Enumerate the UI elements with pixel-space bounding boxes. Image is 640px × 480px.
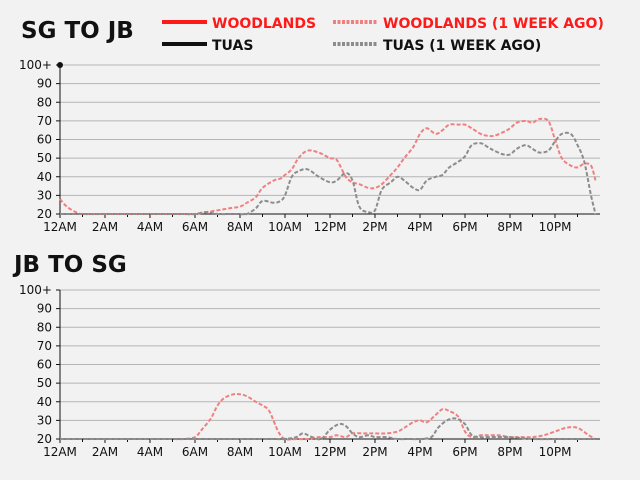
series-line-woodlands-1-week-ago [60, 392, 596, 441]
x-tick-label: 2AM [92, 445, 118, 459]
x-tick-label: 8AM [227, 220, 253, 234]
legend-label-tuas: TUAS [212, 38, 253, 54]
x-tick-label: 10AM [268, 445, 302, 459]
y-tick-label: 80 [37, 320, 52, 334]
y-tick-label: 50 [37, 151, 52, 165]
series-line-tuas-1-week-ago [60, 131, 597, 216]
x-tick-label: 12PM [314, 220, 347, 234]
x-tick-label: 4PM [407, 220, 432, 234]
legend-label-woodlands-1-week-ago: WOODLANDS (1 WEEK AGO) [383, 16, 604, 32]
x-tick-label: 12AM [43, 445, 77, 459]
x-tick-label: 2PM [362, 445, 387, 459]
x-tick-label: 2AM [92, 220, 118, 234]
x-tick-label: 4PM [407, 445, 432, 459]
x-tick-label: 6PM [452, 220, 477, 234]
plot-jb-to-sg: 20 30 40 50 60 70 80 90 100+ 12AM 2AM 4AM 6AM 8AM 10AM… [19, 283, 600, 459]
y-tick-label: 70 [37, 114, 52, 128]
y-tick-label: 60 [37, 133, 52, 147]
y-tick-label: 90 [37, 302, 52, 316]
x-tick-label: 4AM [137, 220, 163, 234]
series-point-woodlands [57, 62, 63, 68]
series-line-tuas-1-week-ago [60, 417, 596, 441]
legend: WOODLANDS WOODLANDS (1 WEEK AGO) TUAS TU… [162, 16, 604, 54]
x-tick-label: 12PM [314, 445, 347, 459]
y-tick-label: 40 [37, 170, 52, 184]
y-tick-label: 40 [37, 395, 52, 409]
x-tick-label: 6AM [182, 220, 208, 234]
x-tick-label: 6PM [452, 445, 477, 459]
series-line-woodlands-1-week-ago [59, 117, 597, 216]
y-tick-label: 50 [37, 376, 52, 390]
y-tick-label: 100+ [19, 58, 52, 72]
x-tick-label: 10AM [268, 220, 302, 234]
chart-title-sg-to-jb: SG TO JB [21, 18, 134, 44]
x-tick-label: 6AM [182, 445, 208, 459]
y-tick-label: 30 [37, 188, 52, 202]
chart-title-jb-to-sg: JB TO SG [12, 252, 127, 278]
x-tick-label: 8PM [497, 220, 522, 234]
y-tick-label: 60 [37, 358, 52, 372]
x-tick-label: 8AM [227, 445, 253, 459]
y-tick-label: 20 [37, 207, 52, 221]
x-tick-label: 10PM [539, 445, 572, 459]
y-tick-label: 20 [37, 432, 52, 446]
y-tick-label: 90 [37, 77, 52, 91]
legend-label-woodlands: WOODLANDS [212, 16, 316, 32]
y-tick-label: 100+ [19, 283, 52, 297]
x-tick-label: 4AM [137, 445, 163, 459]
x-tick-label: 12AM [43, 220, 77, 234]
x-tick-label: 2PM [362, 220, 387, 234]
legend-label-tuas-1-week-ago: TUAS (1 WEEK AGO) [383, 38, 541, 54]
x-tick-label: 10PM [539, 220, 572, 234]
y-tick-label: 80 [37, 95, 52, 109]
plot-sg-to-jb: 20 30 40 50 60 70 80 90 100+ 12AM 2AM 4AM 6AM 8AM 10AM… [19, 58, 600, 234]
y-tick-label: 70 [37, 339, 52, 353]
x-tick-label: 8PM [497, 445, 522, 459]
y-tick-label: 30 [37, 413, 52, 427]
